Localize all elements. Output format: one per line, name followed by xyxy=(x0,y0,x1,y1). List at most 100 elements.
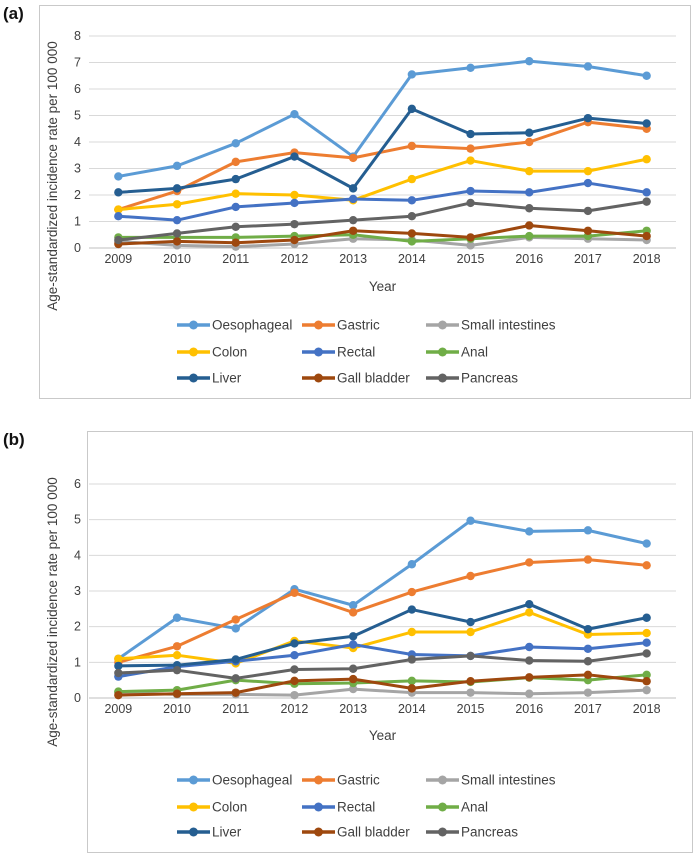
y-tick-label: 2 xyxy=(74,620,81,634)
data-point-gall-bladder xyxy=(583,226,593,235)
legend-swatch-marker xyxy=(189,347,198,357)
data-point-gall-bladder xyxy=(290,235,299,245)
legend-swatch-marker xyxy=(314,802,323,812)
data-point-anal xyxy=(525,231,534,241)
legend-item-gastric: Gastric xyxy=(302,773,380,788)
legend-swatch-marker xyxy=(314,775,323,785)
y-axis-title: Age-standardized incidence rate per 100 … xyxy=(45,477,60,746)
legend-item-oesophageal: Oesophageal xyxy=(177,318,292,333)
data-point-gastric xyxy=(407,587,417,597)
data-point-pancreas xyxy=(114,235,123,245)
data-point-oesophageal xyxy=(348,601,358,610)
series-line-rectal xyxy=(116,181,649,222)
x-tick-label: 2011 xyxy=(222,702,249,716)
data-point-liver xyxy=(290,639,299,648)
data-point-rectal xyxy=(231,202,240,212)
series-oesophageal xyxy=(114,56,651,181)
data-point-oesophageal xyxy=(642,71,651,80)
data-point-gall-bladder xyxy=(642,231,651,241)
series-liver xyxy=(114,599,651,671)
data-point-gastric xyxy=(466,571,475,581)
data-point-gastric xyxy=(231,157,240,167)
legend-label: Rectal xyxy=(337,800,375,815)
series-line-pancreas xyxy=(116,200,649,242)
data-point-liver xyxy=(525,599,534,609)
chart-a-gridlines: 0 1 2 3 4 5 6 7 8 xyxy=(74,29,676,255)
data-point-pancreas xyxy=(466,651,475,661)
legend-swatch-marker xyxy=(314,373,323,383)
data-point-pancreas xyxy=(642,649,651,658)
data-point-liver xyxy=(231,655,240,664)
legend-label: Liver xyxy=(212,371,242,386)
data-point-colon xyxy=(525,166,534,176)
data-point-colon xyxy=(642,155,651,164)
legend-item-rectal: Rectal xyxy=(302,800,375,815)
data-point-rectal xyxy=(290,198,299,208)
data-point-gall-bladder xyxy=(172,237,182,246)
data-point-liver xyxy=(172,184,182,193)
chart-a-x-labels: 2009 2010 2011 2012 2013 2014 2015 2016 2017 2018 xyxy=(104,252,660,266)
x-tick-label: 2014 xyxy=(398,252,426,266)
legend-swatch-marker xyxy=(189,373,198,383)
y-tick-label: 5 xyxy=(74,109,81,123)
data-point-small-intestines xyxy=(290,690,299,700)
data-point-gastric xyxy=(407,141,417,151)
data-point-colon xyxy=(407,174,417,184)
y-tick-label: 3 xyxy=(74,162,81,176)
data-point-anal xyxy=(407,676,417,686)
legend-label: Rectal xyxy=(337,345,375,360)
chart-b-legend: Oesophageal Gastric Small intestines Colon R… xyxy=(177,773,556,840)
legend-item-gall-bladder: Gall bladder xyxy=(302,825,410,840)
y-tick-label: 6 xyxy=(74,477,81,491)
series-gall-bladder xyxy=(114,221,651,249)
x-tick-label: 2017 xyxy=(574,252,602,266)
legend-label: Gall bladder xyxy=(337,825,410,840)
data-point-liver xyxy=(466,617,475,627)
data-point-rectal xyxy=(407,196,417,205)
data-point-gastric xyxy=(583,555,593,564)
data-point-rectal xyxy=(114,212,123,221)
data-point-liver xyxy=(348,184,358,193)
data-point-rectal xyxy=(583,644,593,653)
data-point-pancreas xyxy=(525,656,534,665)
data-point-rectal xyxy=(172,215,182,225)
data-point-pancreas xyxy=(525,204,534,213)
data-point-gall-bladder xyxy=(231,688,240,697)
data-point-gastric xyxy=(348,608,358,617)
series-colon xyxy=(114,155,651,214)
data-point-colon xyxy=(231,189,240,198)
y-tick-label: 1 xyxy=(74,215,81,229)
data-point-gall-bladder xyxy=(525,673,534,682)
data-point-gastric xyxy=(231,615,240,624)
series-line-pancreas xyxy=(116,651,649,680)
series-line-colon xyxy=(116,157,649,212)
legend-swatch-marker xyxy=(189,802,198,812)
data-point-oesophageal xyxy=(583,62,593,71)
data-point-pancreas xyxy=(348,664,358,673)
data-point-oesophageal xyxy=(583,526,593,535)
legend-swatch-marker xyxy=(438,320,447,330)
series-line-gall-bladder xyxy=(116,223,649,246)
x-tick-label: 2018 xyxy=(633,702,661,716)
y-tick-label: 4 xyxy=(74,548,81,562)
legend-item-small-intestines: Small intestines xyxy=(426,318,556,333)
series-line-rectal xyxy=(116,641,649,679)
y-tick-label: 5 xyxy=(74,513,81,527)
data-point-colon xyxy=(642,628,651,638)
data-point-pancreas xyxy=(642,197,651,206)
chart-a: 0 1 2 3 4 5 6 7 8 2009 2010 2011 2012 2013 2014 2015 201… xyxy=(45,29,676,386)
data-point-pancreas xyxy=(172,229,182,238)
data-point-rectal xyxy=(466,186,475,196)
data-point-oesophageal xyxy=(231,139,240,148)
data-point-pancreas xyxy=(290,219,299,229)
data-point-gall-bladder xyxy=(407,684,417,693)
series-pancreas xyxy=(114,197,651,245)
legend-label: Pancreas xyxy=(461,371,518,386)
data-point-gall-bladder xyxy=(525,221,534,230)
data-point-rectal xyxy=(583,178,593,188)
legend-label: Colon xyxy=(212,800,247,815)
legend-item-anal: Anal xyxy=(426,345,488,360)
data-point-oesophageal xyxy=(172,613,182,622)
legend-swatch-marker xyxy=(189,320,198,330)
